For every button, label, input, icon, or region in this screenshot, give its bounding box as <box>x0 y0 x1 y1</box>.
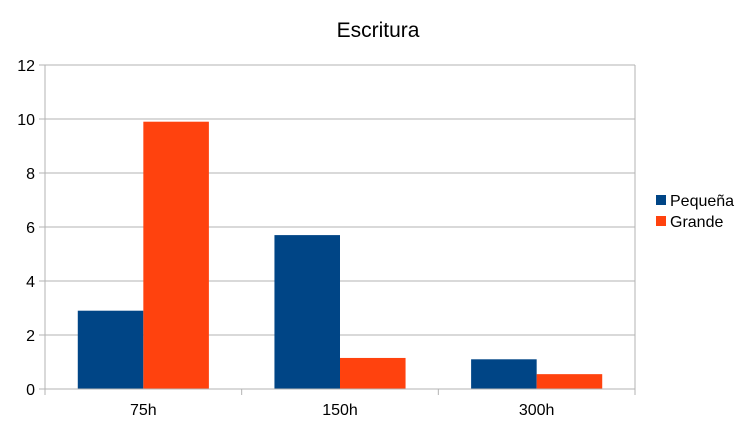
x-axis-ticks: 75h 150h 300h <box>130 402 554 419</box>
bar-pequea-75h <box>77 310 144 389</box>
x-tick-label: 75h <box>130 402 157 419</box>
bar-grande-300h <box>536 374 603 389</box>
bars <box>77 121 603 389</box>
x-tick-label: 150h <box>322 402 358 419</box>
y-tick-label: 10 <box>17 112 35 129</box>
legend-swatch <box>656 216 666 226</box>
bar-grande-150h <box>340 357 406 389</box>
y-axis-ticks: 0 2 4 6 8 10 12 <box>17 58 35 399</box>
y-tick-label: 0 <box>26 382 35 399</box>
bar-pequea-150h <box>274 235 340 389</box>
legend-label: Pequeña <box>670 193 734 210</box>
x-tick-label: 300h <box>519 402 555 419</box>
axes <box>39 64 636 395</box>
bar-pequea-300h <box>471 359 537 389</box>
y-tick-label: 12 <box>17 58 35 75</box>
legend-swatch <box>656 195 666 205</box>
y-tick-label: 6 <box>26 220 35 237</box>
bar-grande-75h <box>143 121 209 389</box>
y-tick-label: 4 <box>26 274 35 291</box>
y-tick-label: 8 <box>26 166 35 183</box>
chart-title: Escritura <box>337 19 420 42</box>
legend-label: Grande <box>670 214 723 231</box>
y-tick-label: 2 <box>26 328 35 345</box>
legend: Pequeña Grande <box>656 193 734 231</box>
